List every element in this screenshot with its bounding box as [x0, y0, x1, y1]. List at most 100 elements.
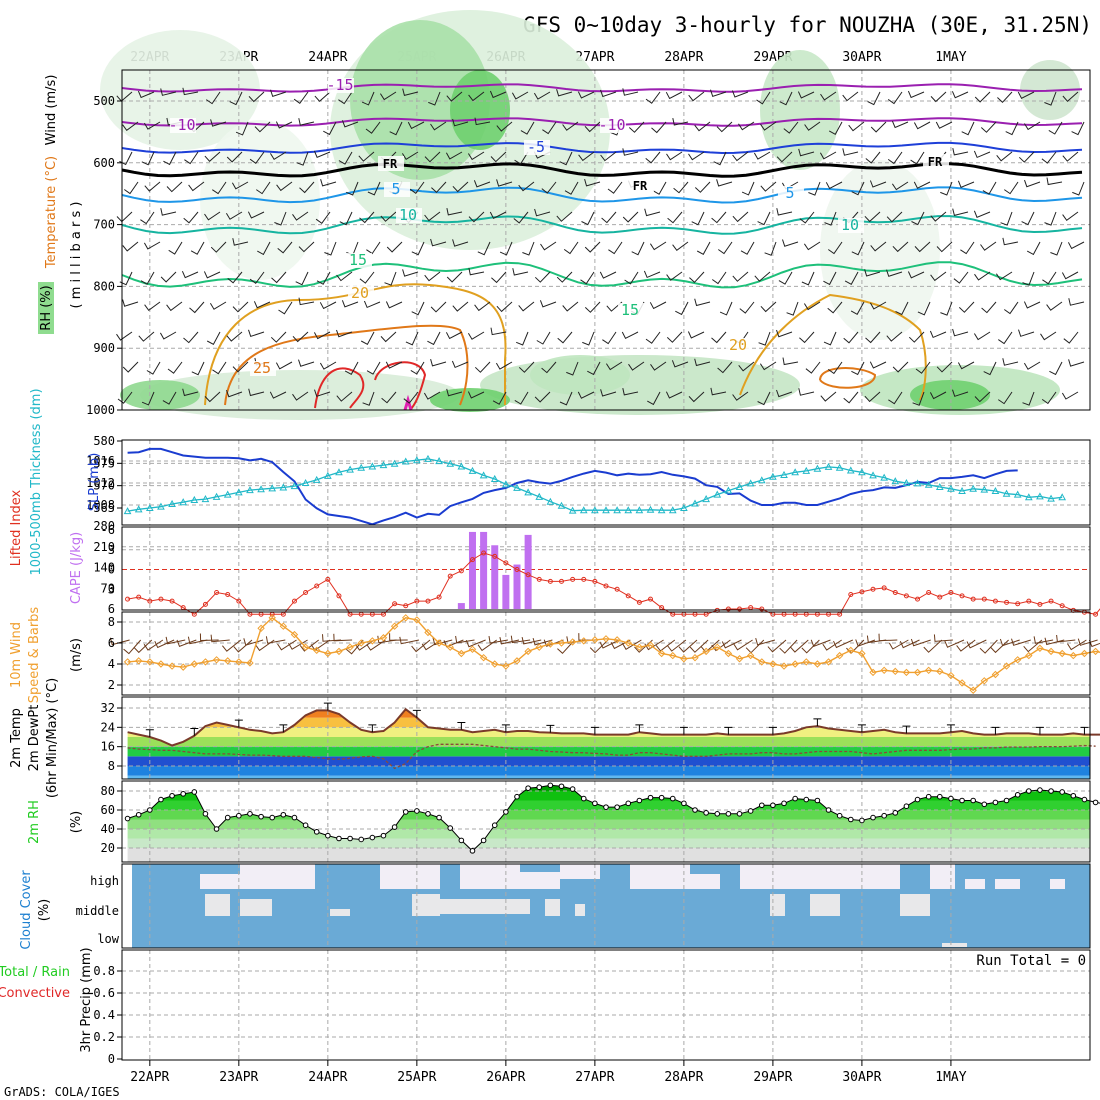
- wind-speed-point: [457, 649, 466, 658]
- rh-shade: [760, 50, 840, 170]
- thickness-marker: [335, 468, 343, 476]
- date-label-top: 30APR: [842, 50, 881, 65]
- cloud-high-block: [690, 874, 720, 889]
- wind-barb: [556, 211, 573, 222]
- rh-point: [803, 796, 810, 803]
- thickness-marker: [390, 459, 399, 467]
- precip-panel-frame: [121, 949, 1091, 1061]
- wind-barb: [600, 389, 617, 397]
- wind-barb: [864, 269, 881, 277]
- lifted-index-point: [892, 590, 898, 596]
- wind-barb: [803, 301, 821, 311]
- wind-barb: [688, 151, 705, 161]
- wind-barb: [823, 271, 837, 286]
- wind-barb: [711, 211, 727, 224]
- wind-barb: [973, 210, 991, 218]
- thickness-marker: [234, 488, 243, 496]
- wind-barb: [940, 301, 953, 316]
- wind-barb: [887, 151, 903, 165]
- rh-shade: [430, 388, 510, 412]
- thickness-marker: [802, 466, 811, 474]
- rh-shade: [120, 380, 200, 410]
- isotherm-label: FR: [928, 155, 943, 169]
- lifted-index-point: [903, 593, 909, 599]
- wind-barb: [1018, 151, 1035, 163]
- lifted-index-point: [536, 576, 542, 582]
- thickness-marker: [279, 483, 288, 491]
- lifted-index-point: [425, 598, 431, 604]
- wind-barb: [828, 121, 843, 135]
- wind-barb: [366, 361, 381, 375]
- wind-barb: [622, 88, 639, 96]
- thickness-marker: [702, 495, 710, 503]
- wind-barb: [759, 361, 777, 371]
- wind-barb: [645, 91, 661, 104]
- wind-barb: [649, 301, 667, 310]
- wind-barb: [732, 391, 749, 401]
- lifted-index-point: [1059, 603, 1065, 609]
- temp-bands: [127, 709, 1090, 779]
- wind-barb: [137, 90, 155, 99]
- lifted-index-point: [1037, 601, 1043, 607]
- ylabel-thickness: 1000-500mb Thickness (dm): [29, 388, 44, 575]
- wind-barb: [122, 299, 139, 307]
- wind-barb: [473, 180, 491, 188]
- wind-barb: [760, 121, 777, 131]
- isotherm-label: 15: [621, 301, 639, 319]
- wind-barb: [451, 360, 469, 369]
- wind-barb: [820, 91, 837, 101]
- isotherm-label-bg: [396, 208, 422, 223]
- wind-barb: [1002, 358, 1019, 366]
- isotherm-freezing: [121, 162, 1083, 178]
- lifted-index-point: [759, 606, 765, 612]
- wind-barb: [738, 121, 755, 131]
- wind-barb: [870, 241, 887, 252]
- wind-barb-10m: [143, 639, 164, 651]
- wind-barb: [607, 181, 623, 194]
- cape-bar: [502, 574, 510, 609]
- lifted-index-point: [625, 593, 631, 599]
- wind-barb: [206, 91, 221, 105]
- wind-barb-10m: [1056, 634, 1076, 643]
- thickness-line: [127, 458, 1063, 512]
- thickness-marker: [624, 506, 633, 514]
- wind-barb: [782, 239, 799, 247]
- li-tick: 0: [108, 563, 115, 577]
- ylabel-rh-unit: (%): [69, 811, 84, 834]
- isotherm-label: -10: [598, 116, 625, 134]
- wind-speed-point: [1058, 649, 1066, 658]
- wind-barb: [665, 91, 683, 100]
- temp-band: [127, 746, 1090, 757]
- rh-point: [458, 837, 465, 844]
- rh-point: [480, 837, 487, 844]
- wind-barb-10m: [389, 633, 408, 641]
- lifted-index-point: [336, 593, 342, 599]
- isotherm-label-bg: [346, 253, 372, 268]
- isotherm-label: -15: [326, 76, 353, 94]
- li-tick: 6: [108, 602, 115, 616]
- wind-barb: [799, 331, 815, 344]
- lifted-index-point: [1004, 599, 1010, 605]
- thickness-marker: [346, 465, 354, 473]
- ylabel-speed: Speed & Barbs: [27, 607, 42, 704]
- rh-point: [1003, 797, 1010, 804]
- rh-point: [1048, 788, 1054, 794]
- wind-speed-point: [1013, 656, 1022, 664]
- wind-barb: [582, 331, 595, 346]
- wind-barb: [559, 151, 573, 166]
- wind-barb: [474, 301, 491, 312]
- wind-barb: [424, 211, 441, 222]
- wind-barb: [299, 181, 315, 194]
- thickness-marker: [379, 461, 388, 469]
- rh-shade: [910, 380, 990, 410]
- wind-barb: [467, 331, 485, 340]
- wind-barb: [675, 301, 689, 316]
- wind-speed-point: [1091, 647, 1100, 656]
- wind-barb-10m: [477, 639, 497, 652]
- rh-point: [1059, 789, 1065, 795]
- wind-barb: [935, 121, 953, 129]
- wind-barb: [1022, 391, 1035, 406]
- thickness-marker: [502, 480, 510, 488]
- wind-barb: [671, 360, 689, 368]
- wind-barb: [601, 211, 617, 224]
